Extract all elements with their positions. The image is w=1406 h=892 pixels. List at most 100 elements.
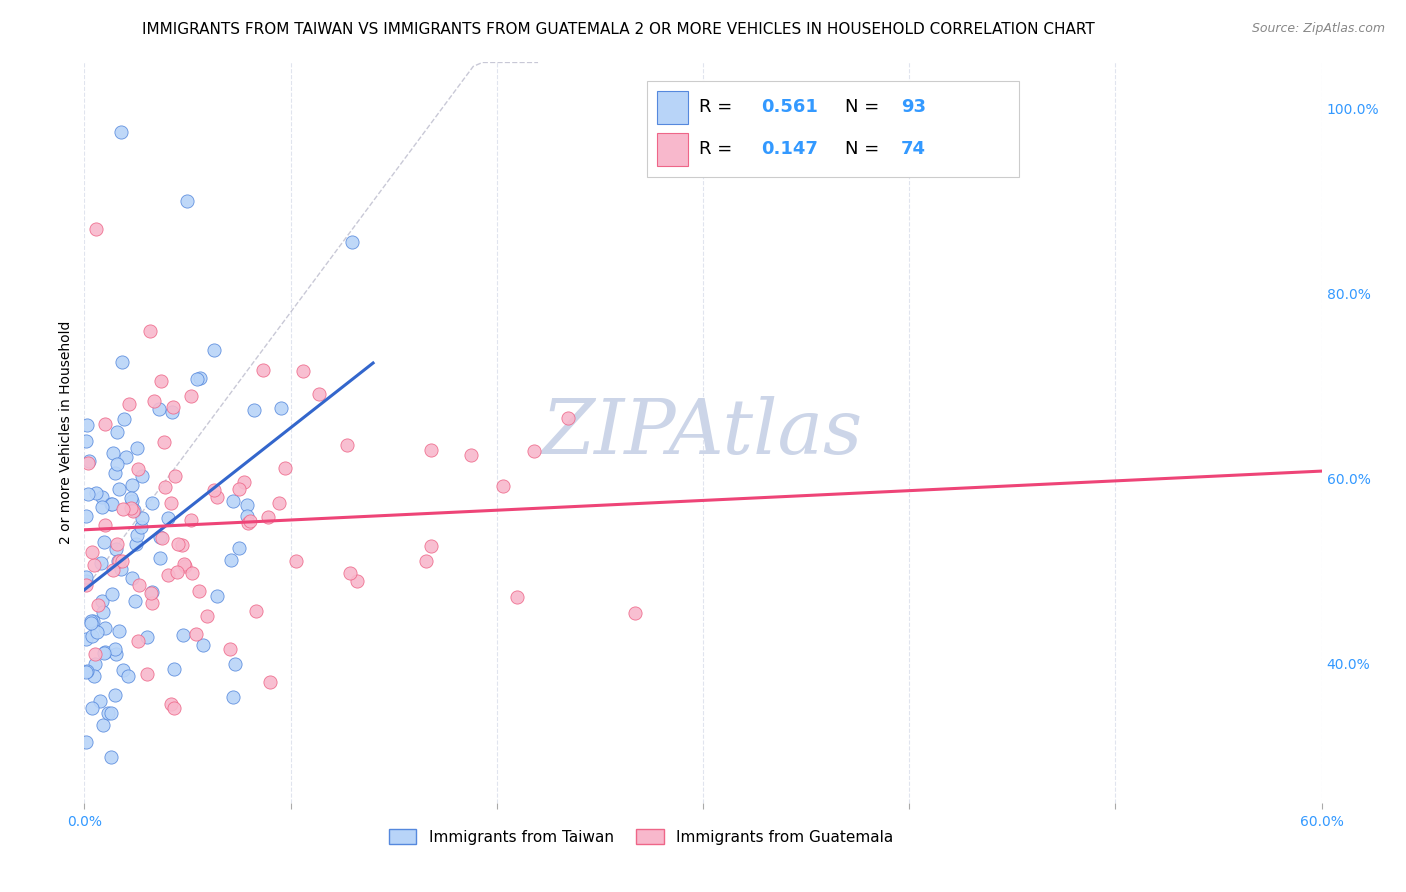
- Point: [77, 456, 100, 470]
- Point: [131, 510, 153, 524]
- Point: [252, 363, 274, 377]
- Point: [339, 566, 361, 580]
- Point: [336, 437, 359, 451]
- Point: [100, 749, 122, 764]
- Point: [163, 663, 186, 677]
- Point: [87, 598, 110, 612]
- Point: [195, 609, 218, 624]
- Point: [80, 629, 103, 643]
- Point: [120, 491, 142, 505]
- Point: [121, 478, 143, 492]
- Point: [94, 417, 117, 432]
- Point: [172, 628, 194, 642]
- Point: [128, 578, 150, 592]
- Point: [188, 584, 211, 599]
- Point: [120, 500, 142, 515]
- Point: [118, 397, 141, 411]
- Point: [270, 401, 292, 415]
- Text: ZIPAtlas: ZIPAtlas: [543, 396, 863, 469]
- Point: [83, 657, 105, 671]
- Point: [152, 434, 174, 449]
- Point: [127, 634, 149, 648]
- Point: [153, 480, 176, 494]
- Point: [94, 621, 117, 635]
- Point: [233, 475, 256, 490]
- Point: [176, 194, 198, 208]
- Point: [228, 482, 250, 496]
- Point: [242, 403, 264, 417]
- Point: [93, 534, 115, 549]
- Point: [419, 539, 441, 553]
- Point: [222, 690, 245, 705]
- Point: [150, 531, 173, 545]
- Point: [186, 371, 208, 385]
- Point: [82, 614, 104, 628]
- Point: [110, 125, 132, 139]
- Point: [160, 405, 183, 419]
- Point: [91, 605, 114, 619]
- Text: 74: 74: [901, 140, 927, 158]
- Point: [173, 557, 195, 571]
- Point: [105, 457, 128, 471]
- Text: R =: R =: [699, 98, 738, 116]
- Text: N =: N =: [845, 140, 886, 158]
- Point: [180, 389, 202, 403]
- Text: 0.147: 0.147: [761, 140, 818, 158]
- Point: [93, 718, 115, 732]
- Point: [105, 425, 128, 439]
- Point: [139, 325, 162, 339]
- Point: [86, 624, 108, 639]
- Point: [148, 530, 170, 544]
- Point: [114, 450, 136, 465]
- Point: [94, 645, 117, 659]
- Point: [101, 563, 124, 577]
- Point: [100, 706, 122, 721]
- Point: [101, 498, 124, 512]
- Point: [93, 517, 115, 532]
- Point: [75, 632, 97, 646]
- Point: [460, 448, 482, 462]
- Point: [122, 503, 145, 517]
- Point: [129, 519, 152, 533]
- Point: [79, 616, 101, 631]
- Point: [415, 554, 437, 568]
- Point: [557, 411, 579, 425]
- Point: [259, 675, 281, 690]
- Point: [91, 500, 114, 514]
- Point: [165, 469, 187, 483]
- Point: [100, 497, 122, 511]
- Legend: Immigrants from Taiwan, Immigrants from Guatemala: Immigrants from Taiwan, Immigrants from …: [382, 822, 900, 851]
- Point: [112, 412, 135, 426]
- Point: [80, 614, 103, 628]
- Point: [218, 641, 240, 656]
- Point: [105, 541, 128, 556]
- Point: [104, 688, 127, 702]
- Point: [506, 590, 529, 604]
- Text: N =: N =: [845, 98, 886, 116]
- Text: 0.561: 0.561: [761, 98, 818, 116]
- FancyBboxPatch shape: [657, 133, 688, 166]
- Point: [149, 550, 172, 565]
- Point: [162, 400, 184, 414]
- Point: [75, 735, 97, 749]
- Point: [91, 593, 114, 607]
- Point: [121, 493, 143, 508]
- Point: [117, 669, 139, 683]
- Point: [77, 454, 100, 468]
- Point: [207, 590, 229, 604]
- Point: [142, 394, 165, 409]
- Point: [112, 502, 135, 516]
- Point: [82, 545, 104, 559]
- Point: [75, 665, 97, 679]
- FancyBboxPatch shape: [657, 91, 688, 124]
- Point: [238, 516, 260, 530]
- Point: [239, 514, 262, 528]
- Point: [122, 504, 145, 518]
- Point: [121, 571, 143, 585]
- Point: [77, 487, 100, 501]
- Point: [245, 603, 267, 617]
- Point: [173, 558, 195, 573]
- Point: [148, 401, 170, 416]
- Point: [202, 343, 225, 358]
- Point: [190, 371, 212, 385]
